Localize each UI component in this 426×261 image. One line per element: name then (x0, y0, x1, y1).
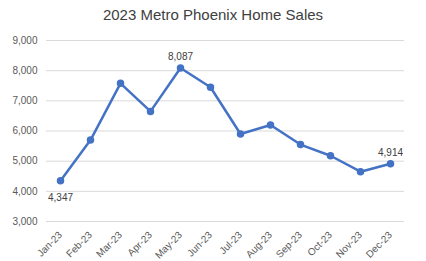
svg-text:Aug-23: Aug-23 (244, 229, 275, 260)
svg-text:Apr-23: Apr-23 (125, 229, 154, 258)
svg-text:May-23: May-23 (153, 229, 185, 261)
svg-text:Jun-23: Jun-23 (185, 229, 215, 259)
svg-text:Dec-23: Dec-23 (364, 229, 395, 260)
svg-text:3,000: 3,000 (12, 216, 37, 227)
svg-text:Sep-23: Sep-23 (274, 229, 305, 260)
svg-text:8,087: 8,087 (168, 51, 193, 62)
html-text:2023 Metro Phoenix Home Sales: 2023 Metro Phoenix Home Sales (102, 6, 324, 23)
svg-text:Jul-23: Jul-23 (217, 229, 244, 256)
svg-text:Mar-23: Mar-23 (94, 229, 124, 259)
svg-text:4,000: 4,000 (12, 186, 37, 197)
svg-text:Oct-23: Oct-23 (305, 229, 334, 258)
svg-text:Jan-23: Jan-23 (35, 229, 65, 259)
svg-text:5,000: 5,000 (12, 155, 37, 166)
svg-text:8,000: 8,000 (12, 65, 37, 76)
svg-text:6,000: 6,000 (12, 125, 37, 136)
svg-text:Feb-23: Feb-23 (64, 229, 94, 259)
svg-text:4,914: 4,914 (378, 147, 403, 158)
svg-text:9,000: 9,000 (12, 35, 37, 46)
svg-text:4,347: 4,347 (48, 192, 73, 203)
svg-text:Nov-23: Nov-23 (334, 229, 365, 260)
svg-text:7,000: 7,000 (12, 95, 37, 106)
